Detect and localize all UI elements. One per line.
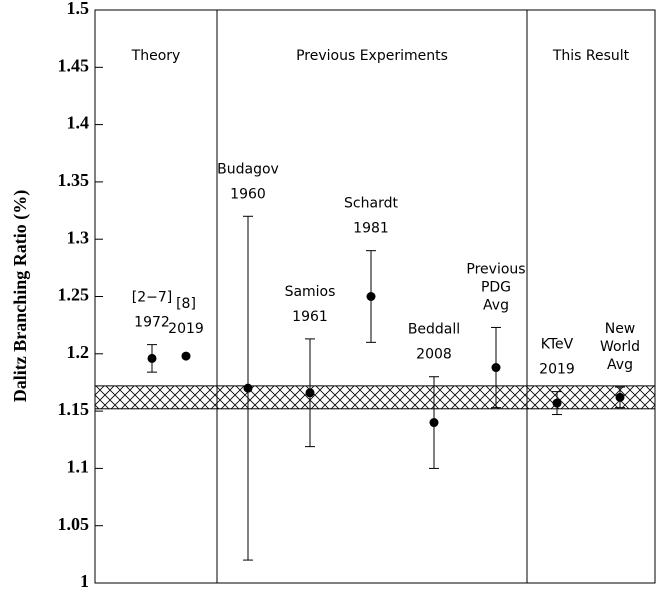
point-label: Schardt bbox=[344, 196, 398, 212]
y-tick-label: 1.15 bbox=[58, 399, 90, 419]
y-tick-label: 1.5 bbox=[67, 0, 90, 18]
y-axis-label: Dalitz Branching Ratio (%) bbox=[10, 190, 31, 402]
point-label: Samios bbox=[285, 284, 336, 300]
point-label: 2019 bbox=[168, 321, 204, 337]
point-label: 2019 bbox=[539, 362, 575, 378]
data-point bbox=[243, 383, 253, 393]
y-tick-label: 1.45 bbox=[58, 55, 90, 75]
section-label: This Result bbox=[552, 48, 630, 64]
point-label: [2−7] bbox=[132, 290, 172, 306]
point-label: KTeV bbox=[541, 337, 574, 353]
point-label: 2008 bbox=[416, 347, 452, 363]
data-point bbox=[429, 418, 439, 428]
point-label: PDG bbox=[481, 279, 511, 295]
y-tick-label: 1.35 bbox=[58, 170, 90, 190]
y-tick-label: 1.1 bbox=[67, 457, 90, 477]
point-label: Budagov bbox=[217, 161, 279, 177]
data-point bbox=[181, 351, 191, 361]
point-label: New bbox=[605, 321, 636, 337]
point-label: Beddall bbox=[408, 322, 460, 338]
data-point bbox=[615, 392, 625, 402]
point-label: Avg bbox=[607, 357, 633, 373]
world-average-band bbox=[94, 385, 656, 410]
point-label: World bbox=[600, 339, 640, 355]
point-label: 1961 bbox=[292, 309, 328, 325]
y-tick-label: 1.4 bbox=[67, 113, 90, 133]
y-tick-label: 1.3 bbox=[67, 227, 90, 247]
data-point bbox=[366, 292, 376, 301]
data-point bbox=[552, 398, 562, 408]
data-point bbox=[147, 353, 157, 363]
section-label: Theory bbox=[131, 48, 181, 64]
y-tick-label: 1 bbox=[80, 571, 89, 591]
point-label: 1981 bbox=[353, 221, 389, 237]
y-tick-label: 1.05 bbox=[58, 514, 90, 534]
point-label: Previous bbox=[466, 261, 525, 277]
y-tick-label: 1.2 bbox=[67, 342, 90, 362]
point-label: 1972 bbox=[134, 315, 170, 331]
point-label: Avg bbox=[483, 297, 509, 313]
y-tick-label: 1.25 bbox=[58, 285, 90, 305]
data-point bbox=[305, 388, 315, 398]
section-label: Previous Experiments bbox=[296, 48, 448, 64]
data-point bbox=[491, 363, 501, 373]
point-label: 1960 bbox=[230, 186, 266, 202]
point-label: [8] bbox=[176, 296, 196, 312]
